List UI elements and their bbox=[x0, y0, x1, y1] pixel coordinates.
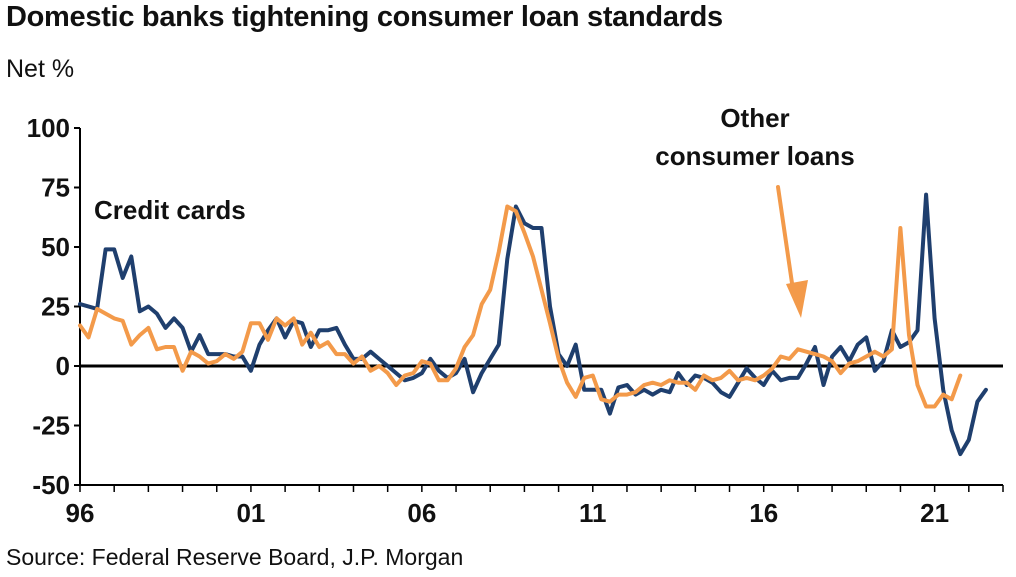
annotation-arrow-head bbox=[786, 280, 808, 318]
y-tick-label: 0 bbox=[56, 351, 70, 381]
y-tick-label: 50 bbox=[41, 232, 70, 262]
series-line-other-consumer-loans bbox=[78, 204, 963, 409]
y-tick-label: 25 bbox=[41, 292, 70, 322]
y-tick-label: -50 bbox=[32, 470, 70, 500]
y-tick-label: 100 bbox=[27, 113, 70, 143]
x-tick-label: 21 bbox=[920, 498, 949, 528]
x-tick-label: 96 bbox=[66, 498, 95, 528]
annotation-other-consumer-loans-line1: Other bbox=[720, 103, 789, 133]
source-note: Source: Federal Reserve Board, J.P. Morg… bbox=[6, 544, 464, 570]
y-tick-label: -25 bbox=[32, 411, 70, 441]
x-tick-label: 11 bbox=[579, 498, 607, 528]
y-tick-label: 75 bbox=[41, 173, 70, 203]
series-line-credit-cards bbox=[78, 192, 988, 457]
x-tick-label: 01 bbox=[236, 498, 265, 528]
annotation-credit-cards: Credit cards bbox=[94, 195, 246, 225]
chart-series bbox=[78, 192, 988, 457]
annotation-arrow-shaft bbox=[776, 185, 795, 292]
chart-annotations: Credit cards Other consumer loans bbox=[94, 103, 855, 318]
annotation-other-consumer-loans-line2: consumer loans bbox=[655, 141, 854, 171]
x-tick-label: 16 bbox=[749, 498, 778, 528]
x-tick-label: 06 bbox=[407, 498, 436, 528]
chart-title: Domestic banks tightening consumer loan … bbox=[6, 1, 723, 33]
y-axis-unit-label: Net % bbox=[6, 55, 75, 83]
